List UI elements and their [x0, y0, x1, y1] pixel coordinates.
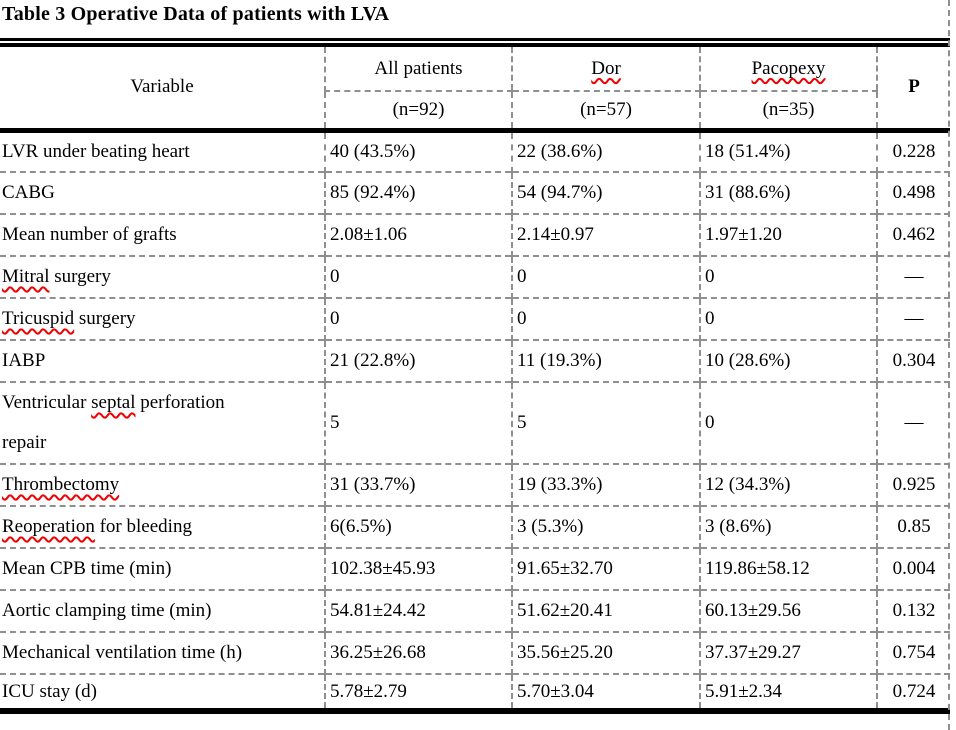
cell-dor: 54 (94.7%) [511, 171, 700, 214]
table-row: IABP 21 (22.8%) 11 (19.3%) 10 (28.6%) 0.… [0, 339, 950, 382]
cell-p: 0.004 [876, 547, 950, 590]
table-row: Mean CPB time (min) 102.38±45.93 91.65±3… [0, 547, 950, 590]
cell-p: — [876, 381, 950, 464]
cell-dor: 91.65±32.70 [511, 547, 700, 590]
cell-pacopexy: 18 (51.4%) [699, 129, 877, 172]
page-right-dashed-line [948, 0, 950, 730]
cell-all: 54.81±24.42 [324, 589, 512, 632]
row-label: Ventricular septal perforation repair [0, 381, 325, 464]
cell-pacopexy: 5.91±2.34 [699, 673, 877, 711]
cell-all: 5 [324, 381, 512, 464]
header-dor-n: (n=57) [511, 91, 700, 130]
operative-data-table-wrap: Variable All patients Dor Pacopexy P (n=… [0, 38, 950, 714]
cell-p: 0.724 [876, 673, 950, 711]
cell-pacopexy: 0 [699, 255, 877, 298]
header-pacopexy: Pacopexy [699, 47, 877, 92]
cell-p: 0.462 [876, 213, 950, 256]
cell-dor: 0 [511, 255, 700, 298]
cell-all: 21 (22.8%) [324, 339, 512, 382]
cell-pacopexy: 0 [699, 297, 877, 340]
header-row-2: (n=92) (n=57) (n=35) [0, 91, 950, 130]
cell-p: 0.304 [876, 339, 950, 382]
cell-pacopexy: 12 (34.3%) [699, 463, 877, 506]
table-row: Ventricular septal perforation repair 5 … [0, 381, 950, 464]
header-pacopexy-n: (n=35) [699, 91, 877, 130]
cell-dor: 2.14±0.97 [511, 213, 700, 256]
header-dor: Dor [511, 47, 700, 92]
table-row: Mechanical ventilation time (h) 36.25±26… [0, 631, 950, 674]
table-row: Thrombectomy 31 (33.7%) 19 (33.3%) 12 (3… [0, 463, 950, 506]
table-row: Tricuspid surgery 0 0 0 — [0, 297, 950, 340]
row-label: Thrombectomy [0, 463, 325, 506]
cell-pacopexy: 60.13±29.56 [699, 589, 877, 632]
row-label: IABP [0, 339, 325, 382]
cell-pacopexy: 119.86±58.12 [699, 547, 877, 590]
row-label: Tricuspid surgery [0, 297, 325, 340]
table-row: Reoperation for bleeding 6(6.5%) 3 (5.3%… [0, 505, 950, 548]
cell-all: 6(6.5%) [324, 505, 512, 548]
cell-p: 0.754 [876, 631, 950, 674]
cell-all: 102.38±45.93 [324, 547, 512, 590]
cell-pacopexy: 31 (88.6%) [699, 171, 877, 214]
cell-pacopexy: 3 (8.6%) [699, 505, 877, 548]
table-row: Mitral surgery 0 0 0 — [0, 255, 950, 298]
cell-p: — [876, 297, 950, 340]
header-variable: Variable [130, 76, 194, 98]
cell-all: 85 (92.4%) [324, 171, 512, 214]
row-label: ICU stay (d) [0, 673, 325, 711]
table-title: Table 3 Operative Data of patients with … [2, 3, 390, 25]
cell-dor: 5.70±3.04 [511, 673, 700, 711]
row-label: LVR under beating heart [0, 129, 325, 172]
cell-dor: 0 [511, 297, 700, 340]
table-top-border-thin [0, 38, 950, 41]
table-top-border-thick [0, 43, 950, 47]
operative-data-table: Variable All patients Dor Pacopexy P (n=… [0, 47, 950, 714]
header-row-1: Variable All patients Dor Pacopexy P [0, 47, 950, 130]
header-all-patients-n: (n=92) [324, 91, 512, 130]
cell-dor: 35.56±25.20 [511, 631, 700, 674]
cell-p: — [876, 255, 950, 298]
table-row: LVR under beating heart 40 (43.5%) 22 (3… [0, 129, 950, 172]
table-row: Mean number of grafts 2.08±1.06 2.14±0.9… [0, 213, 950, 256]
cell-all: 36.25±26.68 [324, 631, 512, 674]
cell-dor: 51.62±20.41 [511, 589, 700, 632]
cell-dor: 22 (38.6%) [511, 129, 700, 172]
row-label: Aortic clamping time (min) [0, 589, 325, 632]
cell-p: 0.925 [876, 463, 950, 506]
cell-all: 31 (33.7%) [324, 463, 512, 506]
cell-p: 0.85 [876, 505, 950, 548]
cell-pacopexy: 10 (28.6%) [699, 339, 877, 382]
table-header: Variable All patients Dor Pacopexy P (n=… [0, 47, 950, 130]
cell-all: 2.08±1.06 [324, 213, 512, 256]
cell-all: 0 [324, 255, 512, 298]
cell-pacopexy: 37.37±29.27 [699, 631, 877, 674]
cell-all: 40 (43.5%) [324, 129, 512, 172]
cell-pacopexy: 1.97±1.20 [699, 213, 877, 256]
cell-dor: 3 (5.3%) [511, 505, 700, 548]
header-p: P [876, 47, 950, 130]
row-label: Mean CPB time (min) [0, 547, 325, 590]
table-row: CABG 85 (92.4%) 54 (94.7%) 31 (88.6%) 0.… [0, 171, 950, 214]
header-all-patients: All patients [324, 47, 512, 92]
cell-dor: 5 [511, 381, 700, 464]
row-label: Reoperation for bleeding [0, 505, 325, 548]
cell-all: 5.78±2.79 [324, 673, 512, 711]
table-body: LVR under beating heart 40 (43.5%) 22 (3… [0, 129, 950, 711]
cell-dor: 19 (33.3%) [511, 463, 700, 506]
row-label: CABG [0, 171, 325, 214]
cell-p: 0.498 [876, 171, 950, 214]
cell-all: 0 [324, 297, 512, 340]
table-row: ICU stay (d) 5.78±2.79 5.70±3.04 5.91±2.… [0, 673, 950, 711]
table-row: Aortic clamping time (min) 54.81±24.42 5… [0, 589, 950, 632]
cell-pacopexy: 0 [699, 381, 877, 464]
cell-dor: 11 (19.3%) [511, 339, 700, 382]
cell-p: 0.132 [876, 589, 950, 632]
row-label: Mean number of grafts [0, 213, 325, 256]
row-label: Mitral surgery [0, 255, 325, 298]
cell-p: 0.228 [876, 129, 950, 172]
table-top-border-gap [0, 41, 950, 43]
row-label: Mechanical ventilation time (h) [0, 631, 325, 674]
